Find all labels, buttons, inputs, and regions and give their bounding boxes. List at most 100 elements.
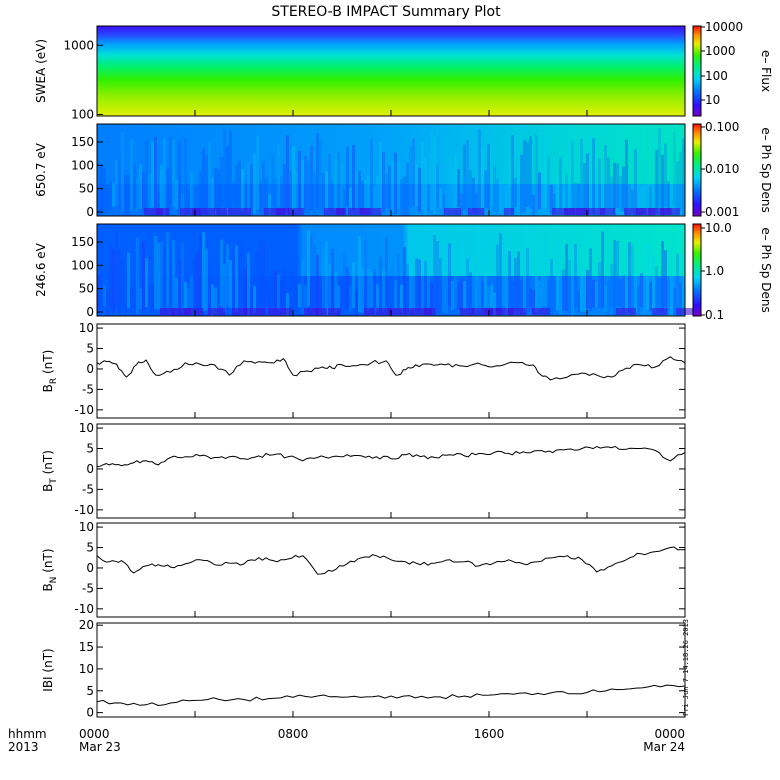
pitch-texture-patch — [648, 208, 672, 215]
pitch-texture-streak — [499, 183, 502, 214]
pitch-texture-streak — [520, 279, 523, 316]
pitch-texture-streak — [532, 194, 535, 216]
pitch-texture-streak — [112, 248, 115, 314]
pitch-texture-streak — [331, 249, 334, 312]
time-tick-date: Mar 23 — [79, 740, 121, 754]
line-tick-label: 5 — [86, 442, 94, 456]
pitch-texture-streak — [358, 170, 361, 214]
pitch-texture-streak — [580, 267, 583, 312]
line-tick-label: 20 — [79, 618, 94, 632]
line-tick-label: -5 — [82, 382, 94, 396]
pitch-texture-streak — [655, 149, 658, 214]
pitch-texture-streak — [505, 185, 508, 216]
pitch-texture-streak — [253, 286, 256, 314]
pitch-texture-streak — [139, 164, 142, 210]
pitch-texture-streak — [202, 232, 205, 312]
pitch-texture-streak — [256, 135, 259, 211]
pitch-texture-streak — [463, 281, 466, 310]
line-panel-4: 10 5 0 -5 -10 BT (nT) — [41, 421, 686, 519]
pitch-texture-streak — [352, 262, 355, 309]
pitch-texture-streak — [316, 255, 319, 315]
pad246-colorbar-label: e– Ph Sp Dens — [759, 227, 773, 312]
pitch-texture-streak — [178, 141, 181, 214]
pitch-texture-streak — [121, 258, 124, 311]
pitch-texture-streak — [550, 258, 553, 316]
pitch-texture-streak — [550, 185, 553, 215]
pitch-texture-streak — [649, 187, 652, 216]
pitch-texture-streak — [205, 154, 208, 214]
pitch-texture-streak — [208, 262, 211, 311]
pitch-texture-streak — [259, 181, 262, 213]
pitch-texture-streak — [565, 173, 568, 211]
pitch-texture-streak — [400, 284, 403, 312]
pitch-texture-streak — [190, 276, 193, 316]
pitch-texture-streak — [532, 290, 535, 313]
pitch-texture-streak — [292, 146, 295, 211]
pitch-texture-streak — [505, 270, 508, 316]
pitch-texture-streak — [514, 257, 517, 311]
pitch-texture-streak — [544, 137, 547, 208]
pitch-texture-streak — [496, 244, 499, 313]
pitch-texture-streak — [301, 260, 304, 315]
pitch-texture-streak — [430, 283, 433, 311]
time-tick-date: Mar 24 — [643, 740, 685, 754]
pitch-texture-streak — [103, 168, 106, 214]
pitch-texture-streak — [298, 150, 301, 209]
pitch-texture-streak — [280, 281, 283, 314]
pitch-texture-streak — [187, 287, 190, 315]
pitch-texture-patch — [472, 308, 494, 315]
pitch-texture-streak — [508, 251, 511, 308]
pitch-texture-streak — [190, 172, 193, 214]
pitch-texture-patch — [552, 208, 576, 215]
pitch-texture-patch — [364, 308, 375, 315]
pitch-texture-streak — [355, 171, 358, 210]
line-tick-label: 0 — [86, 362, 94, 376]
pitch-texture-streak — [577, 183, 580, 211]
pitch-texture-streak — [508, 164, 511, 216]
pitch-texture-streak — [382, 270, 385, 312]
pitch-texture-streak — [544, 231, 547, 307]
pitch-texture-streak — [175, 179, 178, 209]
pad650-colorbar — [693, 124, 701, 216]
pitch-texture-streak — [466, 140, 469, 214]
pitch-texture-streak — [244, 179, 247, 210]
pitch-texture-streak — [178, 259, 181, 316]
pitch-texture-streak — [319, 287, 322, 308]
pitch-texture-streak — [196, 252, 199, 309]
pitch-texture-streak — [448, 155, 451, 210]
pitch-texture-streak — [568, 135, 571, 213]
pitch-texture-streak — [637, 153, 640, 211]
pitch-texture-streak — [601, 231, 604, 308]
pitch-texture-streak — [376, 284, 379, 312]
pitch-tick-label: 50 — [79, 182, 94, 196]
pitch-texture-streak — [577, 290, 580, 313]
pitch-texture-streak — [433, 136, 436, 214]
pitch-texture-streak — [517, 251, 520, 311]
line-tick-label: 15 — [79, 640, 94, 654]
pitch-texture-streak — [367, 268, 370, 311]
pitch-texture-streak — [475, 192, 478, 213]
pitch-texture-streak — [322, 248, 325, 316]
pitch-texture-streak — [199, 171, 202, 216]
pitch-texture-streak — [232, 260, 235, 309]
pitch-texture-streak — [511, 281, 514, 309]
pitch-texture-streak — [340, 280, 343, 316]
pitch-texture-patch — [304, 308, 319, 315]
pitch-texture-patch — [636, 208, 656, 215]
pitch-texture-streak — [478, 129, 481, 209]
pitch-texture-streak — [517, 166, 520, 216]
pitch-texture-streak — [613, 239, 616, 316]
pitch-texture-streak — [586, 270, 589, 309]
pitch-texture-streak — [340, 162, 343, 212]
pitch-texture-streak — [670, 245, 673, 316]
pitch-tick-label: 150 — [71, 235, 94, 249]
pitch-colorbar-tick-label: 0.001 — [705, 205, 739, 219]
pitch-colorbar-tick-label: 0.010 — [705, 162, 739, 176]
pitch-texture-streak — [652, 255, 655, 314]
pitch-texture-streak — [634, 149, 637, 216]
pitch-texture-streak — [97, 161, 100, 215]
pitch-texture-streak — [358, 236, 361, 313]
pitch-texture-streak — [181, 192, 184, 216]
pitch-texture-streak — [283, 164, 286, 214]
timestamp: Fri Jun 7 14:18:26 2013 — [682, 619, 690, 716]
